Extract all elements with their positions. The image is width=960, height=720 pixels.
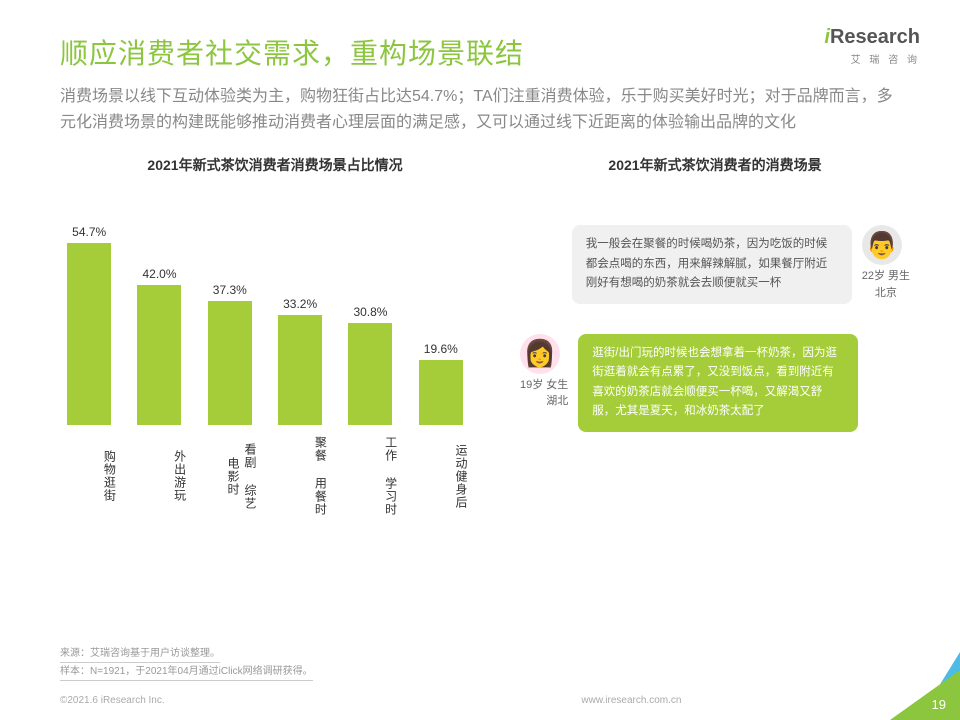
right-title: 2021年新式茶饮消费者的消费场景 — [520, 155, 910, 175]
x-label: 购物逛街 — [60, 431, 118, 521]
quote-1: 我一般会在聚餐的时候喝奶茶，因为吃饭的时候都会点喝的东西，用来解辣解腻，如果餐厅… — [520, 225, 910, 304]
content-area: 2021年新式茶饮消费者消费场景占比情况 54.7% 42.0% 37.3% 33.2… — [0, 155, 960, 515]
bar-value-label: 19.6% — [424, 342, 458, 356]
bar-rect — [137, 285, 181, 425]
footnote-sample: 样本：N=1921，于2021年04月通过iClick网络调研获得。 — [60, 664, 313, 681]
x-label: 工作 学习时 — [341, 431, 399, 521]
page-title: 顺应消费者社交需求，重构场景联结 — [0, 0, 960, 84]
bar-value-label: 37.3% — [213, 283, 247, 297]
page-subtitle: 消费场景以线下互动体验类为主，购物狂街占比达54.7%；TA们注重消费体验，乐于… — [0, 84, 960, 155]
corner-accent-green — [890, 670, 960, 720]
bar-rect — [419, 360, 463, 425]
copyright: ©2021.6 iResearch Inc. www.iresearch.com… — [60, 695, 681, 706]
footnotes: 来源：艾瑞咨询基于用户访谈整理。 样本：N=1921，于2021年04月通过iC… — [60, 646, 313, 682]
persona-1-city: 北京 — [862, 285, 910, 302]
chart-panel: 2021年新式茶饮消费者消费场景占比情况 54.7% 42.0% 37.3% 33.2… — [50, 155, 500, 515]
bar-3: 33.2% — [271, 297, 329, 426]
bar-rect — [67, 243, 111, 425]
quote-1-bubble: 我一般会在聚餐的时候喝奶茶，因为吃饭的时候都会点喝的东西，用来解辣解腻，如果餐厅… — [572, 225, 852, 304]
bar-2: 37.3% — [201, 283, 259, 425]
slide: iResearch 艾 瑞 咨 询 顺应消费者社交需求，重构场景联结 消费场景以… — [0, 0, 960, 720]
logo-rest: Research — [830, 26, 920, 48]
quote-2-bubble: 逛街/出门玩的时候也会想拿着一杯奶茶，因为逛街逛着就会有点累了，又没到饭点，看到… — [578, 334, 858, 432]
x-label: 外出游玩 — [130, 431, 188, 521]
x-label: 看剧 综艺 电影时 — [201, 431, 259, 521]
logo-text: iResearch — [824, 26, 920, 49]
quotes-panel: 2021年新式茶饮消费者的消费场景 我一般会在聚餐的时候喝奶茶，因为吃饭的时候都… — [500, 155, 910, 515]
persona-1-age: 22岁 男生 — [862, 268, 910, 285]
persona-2: 👩 19岁 女生 湖北 — [520, 334, 568, 410]
bar-rect — [348, 323, 392, 426]
bar-rect — [208, 301, 252, 425]
persona-1: 👨 22岁 男生 北京 — [862, 225, 910, 301]
bar-5: 19.6% — [412, 342, 470, 425]
chart-title: 2021年新式茶饮消费者消费场景占比情况 — [50, 155, 500, 175]
x-label: 聚餐 用餐时 — [271, 431, 329, 521]
bar-chart: 54.7%42.0%37.3%33.2%30.8%19.6% 购物逛街外出游玩看… — [50, 205, 480, 515]
bar-value-label: 54.7% — [72, 225, 106, 239]
persona-2-age: 19岁 女生 — [520, 377, 568, 394]
footnote-source: 来源：艾瑞咨询基于用户访谈整理。 — [60, 646, 220, 663]
bar-value-label: 33.2% — [283, 297, 317, 311]
bars-container: 54.7% 42.0% 37.3% 33.2% 30.8% 19.6% — [50, 205, 480, 425]
x-label: 运动健身后 — [412, 431, 470, 521]
url-text: www.iresearch.com.cn — [581, 695, 681, 706]
avatar-female-icon: 👩 — [520, 334, 560, 374]
persona-2-city: 湖北 — [520, 393, 568, 410]
avatar-male-icon: 👨 — [862, 225, 902, 265]
page-number: 19 — [932, 697, 946, 712]
bar-rect — [278, 315, 322, 426]
bar-value-label: 30.8% — [353, 305, 387, 319]
bar-value-label: 42.0% — [142, 267, 176, 281]
x-axis-labels: 购物逛街外出游玩看剧 综艺 电影时聚餐 用餐时工作 学习时运动健身后 — [50, 425, 480, 521]
quote-2: 👩 19岁 女生 湖北 逛街/出门玩的时候也会想拿着一杯奶茶，因为逛街逛着就会有… — [520, 334, 910, 432]
logo-subtitle: 艾 瑞 咨 询 — [824, 51, 920, 66]
bar-0: 54.7% — [60, 225, 118, 425]
bar-4: 30.8% — [341, 305, 399, 426]
bar-1: 42.0% — [130, 267, 188, 425]
logo: iResearch 艾 瑞 咨 询 — [824, 26, 920, 66]
copyright-text: ©2021.6 iResearch Inc. — [60, 695, 165, 706]
